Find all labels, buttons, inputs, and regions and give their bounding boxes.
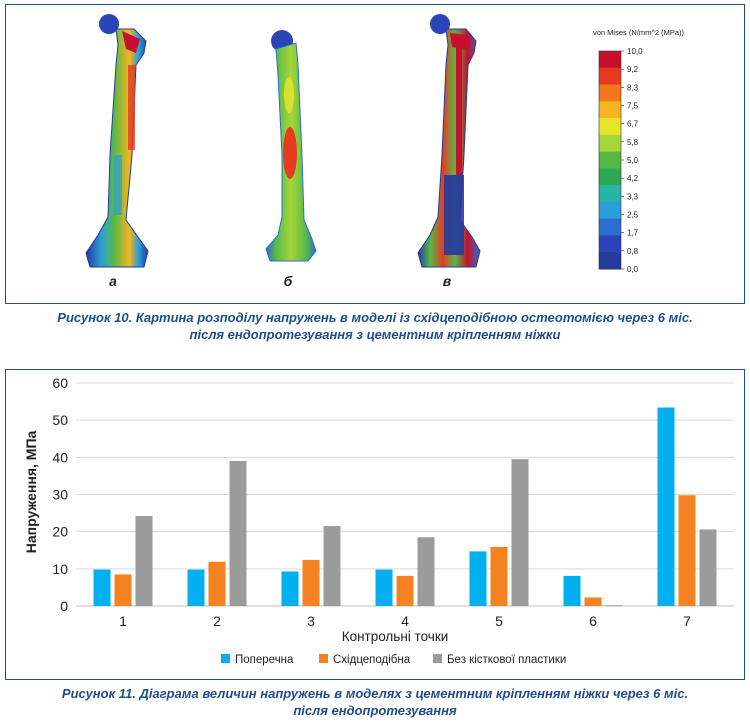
x-tick-label: 5 (495, 613, 503, 629)
bone-model-a (85, 14, 149, 268)
bone-model-v (417, 14, 481, 268)
y-tick-label: 0 (60, 598, 68, 614)
colorbar-title: von Mises (N/mm^2 (MPa)) (593, 28, 685, 37)
x-tick-label: 6 (589, 613, 597, 629)
colorbar-segment (599, 168, 621, 186)
figure-10-caption-line1: Рисунок 10. Картина розподілу напружень … (57, 310, 693, 325)
colorbar-segment (599, 51, 621, 69)
legend-swatch (319, 654, 328, 663)
figure-10-image: а б в von Mises (N/mm^2 (MPa)) 10,0 9,2 8,… (85, 14, 685, 289)
legend-label: Без кісткової пластики (447, 654, 566, 666)
chart-legend: Поперечна Східцеподібна Без кісткової плас… (221, 654, 566, 666)
legend-swatch (221, 654, 230, 663)
colorbar-segment (599, 235, 621, 253)
bar (281, 571, 299, 606)
x-tick-label: 2 (213, 613, 221, 629)
chart-grid (76, 382, 734, 607)
x-tick-label: 3 (307, 613, 315, 629)
figure-11-caption-line1: Рисунок 11. Діаграма величин напружень в… (61, 686, 689, 701)
y-tick-label: 40 (52, 449, 68, 465)
figure-10-caption-line2: після ендопротезування з цементним кріпл… (189, 327, 561, 342)
legend-label: Поперечна (235, 654, 294, 666)
y-tick-label: 20 (52, 524, 68, 540)
colorbar-tick-label: 9,2 (627, 65, 639, 74)
colorbar-tick-label: 4,2 (627, 174, 639, 183)
y-tick-label: 30 (52, 487, 68, 503)
chart-bars (93, 407, 717, 607)
bar (93, 569, 111, 606)
x-tick-label: 1 (119, 613, 127, 629)
x-axis-ticks: 1 2 3 4 5 6 7 (119, 613, 691, 629)
colorbar-segment (599, 252, 621, 270)
bar (699, 529, 717, 606)
bar (187, 569, 205, 606)
colorbar-tick-label: 0,8 (627, 247, 639, 256)
bar (323, 526, 341, 606)
colorbar-tick-label: 5,0 (627, 156, 639, 165)
bar (605, 605, 623, 607)
y-axis-ticks: 0 10 20 30 40 50 60 (52, 375, 68, 614)
bar (469, 551, 487, 606)
y-tick-label: 50 (52, 412, 68, 428)
colorbar-segment (599, 118, 621, 136)
colorbar-tick-label: 3,3 (627, 192, 639, 201)
bar (490, 546, 508, 606)
bar (584, 597, 602, 606)
colorbar-segment (599, 101, 621, 119)
legend-swatch (433, 654, 442, 663)
x-tick-label: 7 (683, 613, 691, 629)
bone-model-b (265, 30, 317, 262)
y-axis-label: Напруження, МПа (23, 431, 39, 554)
colorbar: 10,0 9,2 8,3 7,5 6,7 5,8 5,0 4,2 3,3 2,5 1,7 0,8 0,0 (598, 47, 643, 274)
bar (302, 559, 320, 606)
y-tick-label: 60 (52, 375, 68, 391)
bar (229, 461, 247, 606)
colorbar-tick-label: 2,5 (627, 211, 639, 220)
figure-11-frame: 0 10 20 30 40 50 60 1 2 3 4 5 6 7 Напруження, МПа Ко… (5, 369, 745, 680)
bar (657, 407, 675, 606)
colorbar-segment (599, 185, 621, 203)
bar (563, 575, 581, 606)
panel-label-a: а (109, 273, 117, 289)
panel-label-v: в (443, 273, 452, 289)
colorbar-tick-label: 1,7 (627, 229, 639, 238)
panel-label-b: б (284, 273, 293, 289)
colorbar-segment (599, 151, 621, 169)
bar-chart: 0 10 20 30 40 50 60 1 2 3 4 5 6 7 Напруження, МПа Ко… (23, 375, 734, 666)
bar (208, 561, 226, 606)
colorbar-segment (599, 218, 621, 236)
y-tick-label: 10 (52, 561, 68, 577)
figure-11-caption: Рисунок 11. Діаграма величин напружень в… (0, 685, 750, 719)
bar (678, 495, 696, 606)
colorbar-tick-label: 7,5 (627, 102, 639, 111)
bar (375, 569, 393, 606)
colorbar-segment (599, 84, 621, 102)
bar (417, 537, 435, 606)
colorbar-segment (599, 201, 621, 220)
figure-10-caption: Рисунок 10. Картина розподілу напружень … (0, 309, 750, 343)
bar (135, 516, 153, 606)
legend-label: Східцеподібна (333, 654, 411, 666)
colorbar-segment (599, 67, 621, 86)
colorbar-tick-label: 6,7 (627, 120, 639, 129)
colorbar-tick-label: 0,0 (627, 265, 639, 274)
colorbar-tick-label: 5,8 (627, 138, 639, 147)
x-tick-label: 4 (401, 613, 409, 629)
bar (396, 575, 414, 606)
colorbar-tick-label: 8,3 (627, 83, 639, 92)
bar (511, 459, 529, 606)
figure-10-frame: а б в von Mises (N/mm^2 (MPa)) 10,0 9,2 8,… (5, 4, 745, 304)
x-axis-label: Контрольні точки (342, 629, 449, 644)
figure-11-caption-line2: після ендопротезування (293, 703, 457, 718)
colorbar-segment (599, 134, 621, 153)
bar (114, 574, 132, 606)
colorbar-tick-label: 10,0 (627, 47, 643, 56)
